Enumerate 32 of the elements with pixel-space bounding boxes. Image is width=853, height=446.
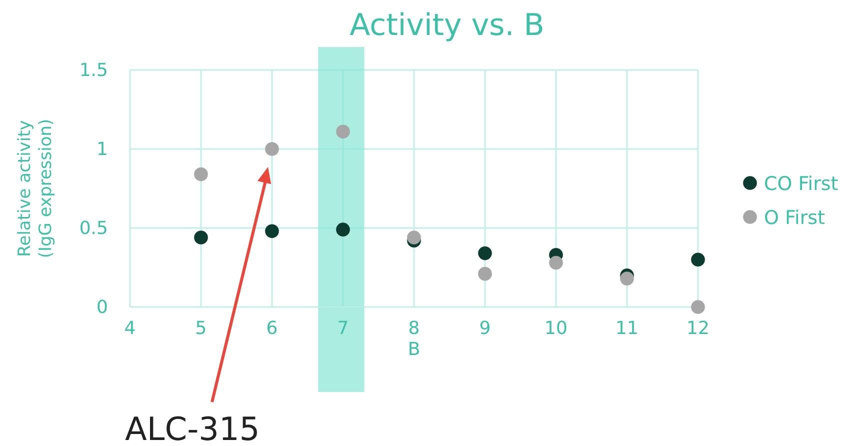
- text: ALC-315: [125, 410, 260, 446]
- x-axis-title: B: [408, 339, 420, 360]
- y-tick-label: 0: [96, 296, 108, 318]
- y-tick-label: 1.5: [79, 60, 108, 81]
- point: [336, 222, 350, 236]
- x-tick-label: 12: [686, 318, 710, 339]
- chart-title: Activity vs. B: [350, 8, 544, 43]
- point: [194, 230, 208, 244]
- point: [265, 224, 279, 238]
- x-tick-label: 7: [337, 318, 349, 339]
- x-tick-label: 8: [408, 318, 420, 339]
- point: [336, 124, 350, 139]
- x-tick-label: 10: [544, 318, 568, 339]
- x-tick-label: 4: [124, 318, 136, 339]
- y-axis-title: Relative activity (IgG expression): [15, 118, 56, 258]
- point: [691, 300, 705, 314]
- y-tick-label: 1: [96, 138, 108, 160]
- x-tick-label: 9: [479, 318, 491, 339]
- point: [407, 230, 421, 244]
- x-tick-label: 5: [195, 318, 207, 339]
- point: [549, 256, 563, 270]
- point: [478, 246, 492, 260]
- point: [194, 167, 208, 182]
- point: [620, 272, 634, 286]
- legend-label: O First: [764, 207, 825, 229]
- point: [478, 266, 492, 281]
- legend-label: CO First: [764, 173, 838, 195]
- x-tick-label: 11: [616, 318, 638, 339]
- x-tick-label: 6: [266, 318, 278, 339]
- y-tick-label: 0.5: [79, 218, 108, 239]
- point: [691, 252, 705, 266]
- point: [265, 142, 279, 156]
